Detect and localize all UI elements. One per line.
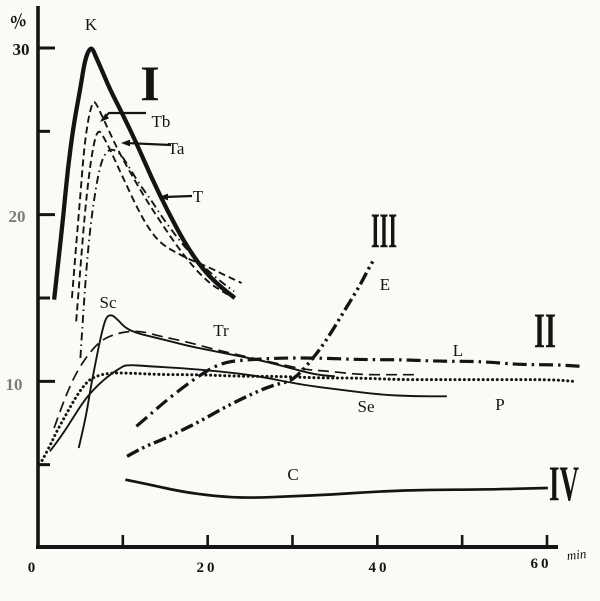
curve-Tr bbox=[53, 330, 419, 429]
group-numeral-4: IV bbox=[549, 455, 579, 511]
y-axis-unit-label: % bbox=[8, 9, 30, 34]
curve-label-Sc: Sc bbox=[100, 293, 117, 312]
x-tick-label-60: 60 bbox=[531, 556, 552, 572]
leader-arrowhead-Tb bbox=[100, 113, 109, 122]
x-tick-label-40: 40 bbox=[369, 560, 390, 576]
curve-T bbox=[79, 148, 235, 359]
curve-label-L: L bbox=[453, 341, 463, 360]
leader-arrowhead-Ta bbox=[121, 139, 130, 147]
curve-E bbox=[126, 257, 377, 458]
leader-line-T bbox=[163, 194, 193, 199]
group-numeral-2: II bbox=[534, 302, 556, 358]
curve-label-K: K bbox=[85, 15, 98, 34]
leader-line-Ta bbox=[125, 141, 172, 147]
curve-C bbox=[125, 478, 548, 499]
curve-K bbox=[51, 46, 237, 300]
curve-label-Tr: Tr bbox=[213, 321, 229, 340]
x-tick-label-20: 20 bbox=[197, 560, 218, 576]
curve-Se bbox=[49, 364, 447, 452]
group-numeral-1: I bbox=[140, 55, 159, 111]
curve-label-C: C bbox=[287, 465, 298, 484]
leader-arrowhead-T bbox=[159, 193, 168, 201]
curve-Sc bbox=[77, 314, 335, 449]
axis-ticks bbox=[38, 46, 549, 546]
x-tick-label-0: 0 bbox=[28, 560, 39, 576]
curve-Ta bbox=[75, 130, 243, 322]
curve-label-Ta: Ta bbox=[168, 139, 185, 158]
curve-L bbox=[135, 356, 582, 428]
curve-P bbox=[38, 371, 576, 467]
curve-label-E: E bbox=[380, 275, 390, 294]
curve-label-Tb: Tb bbox=[152, 112, 171, 131]
curve-label-T: T bbox=[193, 187, 204, 206]
group-numeral-3: III bbox=[371, 202, 397, 258]
y-tick-label-20: 20 bbox=[9, 207, 26, 226]
y-tick-label-30: 30 bbox=[13, 40, 30, 59]
curve-label-Se: Se bbox=[358, 397, 375, 416]
curves-layer bbox=[38, 46, 582, 499]
y-tick-label-10: 10 bbox=[6, 375, 23, 394]
curve-label-P: P bbox=[495, 395, 504, 414]
x-axis-unit-label: min bbox=[566, 546, 587, 563]
curve-Tb bbox=[70, 101, 229, 299]
